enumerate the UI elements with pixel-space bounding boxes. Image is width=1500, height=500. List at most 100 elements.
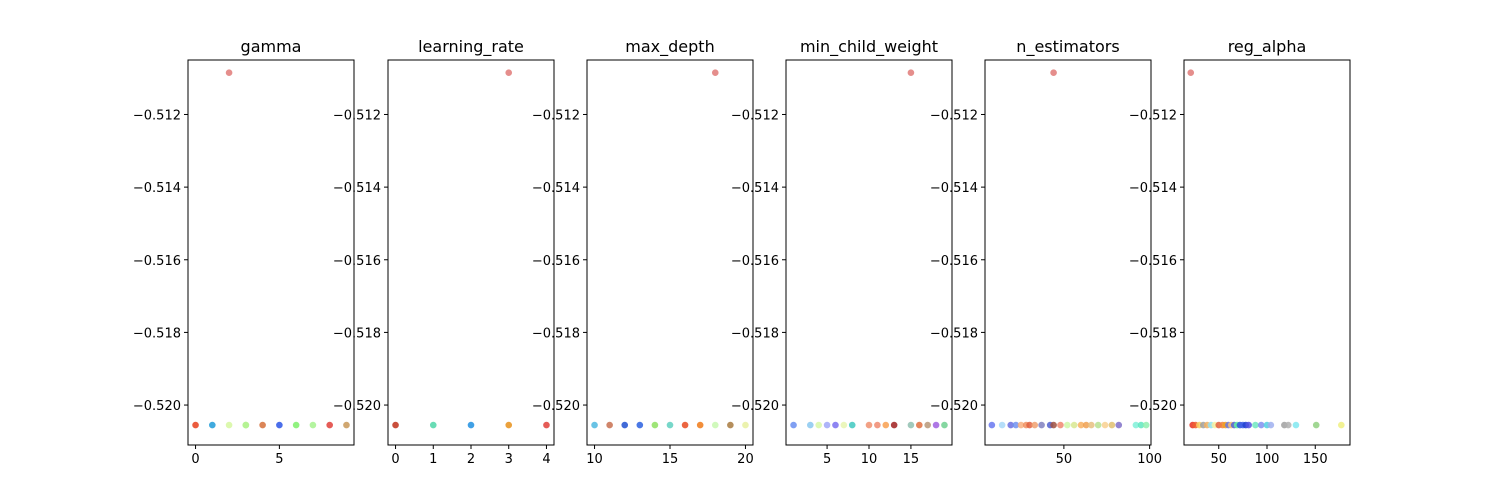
data-point	[874, 421, 881, 429]
panel-n_estimators: n_estimators −0.512 −0.514 −0.516 −0.518 −0.5…	[930, 37, 1162, 467]
data-point	[1088, 421, 1095, 429]
data-point	[932, 421, 940, 429]
panel-reg_alpha: reg_alpha −0.512 −0.514 −0.516 −0.518 −0.520 5…	[1129, 37, 1351, 467]
y-tick-label: −0.520	[532, 399, 580, 414]
x-tick-label: 100	[1137, 452, 1162, 467]
data-point	[988, 421, 996, 429]
data-point	[1292, 421, 1300, 429]
x-tick-label: 150	[1303, 452, 1328, 467]
y-tick-label: −0.512	[133, 108, 181, 123]
data-point	[292, 421, 300, 429]
data-point	[711, 421, 719, 429]
x-tick-label: 100	[1255, 452, 1280, 467]
y-tick-label: −0.518	[133, 326, 181, 341]
data-point	[907, 421, 915, 429]
y-tick-label: −0.520	[333, 399, 381, 414]
y-tick-label: −0.516	[532, 254, 580, 269]
data-point	[916, 421, 923, 429]
y-tick-label: −0.516	[1129, 254, 1177, 269]
y-tick-label: −0.520	[1129, 399, 1177, 414]
y-tick-label: −0.514	[532, 181, 580, 196]
y-tick-label: −0.514	[333, 181, 381, 196]
panel-max_depth: max_depth −0.512 −0.514 −0.516 −0.518 −0.520 1…	[532, 37, 754, 467]
panel-title: reg_alpha	[1228, 37, 1307, 57]
y-tick-label: −0.518	[333, 326, 381, 341]
data-point	[1038, 421, 1045, 429]
panel-title: learning_rate	[418, 37, 524, 57]
data-point	[1245, 421, 1252, 429]
x-tick-label: 2	[467, 452, 475, 467]
data-point	[225, 69, 233, 77]
y-tick-label: −0.520	[930, 399, 978, 414]
data-point	[192, 421, 199, 429]
data-point	[505, 69, 513, 77]
y-tick-label: −0.512	[731, 108, 779, 123]
data-point	[882, 421, 890, 429]
data-point	[543, 421, 550, 429]
data-point	[815, 421, 822, 429]
data-point	[1082, 421, 1090, 429]
y-tick-label: −0.514	[930, 181, 978, 196]
data-point	[225, 421, 233, 429]
data-point	[1257, 421, 1265, 429]
data-point	[1094, 421, 1102, 429]
data-point	[429, 421, 437, 429]
data-point	[1108, 421, 1116, 429]
y-tick-label: −0.518	[731, 326, 779, 341]
x-tick-label: 20	[737, 452, 754, 467]
data-point	[832, 421, 839, 429]
data-point	[696, 421, 704, 429]
data-point	[941, 421, 948, 429]
data-point	[1031, 421, 1039, 429]
data-point	[467, 421, 475, 429]
data-point	[606, 421, 613, 429]
y-tick-label: −0.516	[731, 254, 779, 269]
data-point	[1017, 421, 1025, 429]
data-point	[1057, 421, 1064, 429]
y-tick-label: −0.518	[532, 326, 580, 341]
data-point	[890, 421, 898, 429]
x-tick-label: 15	[662, 452, 679, 467]
data-point	[276, 421, 283, 429]
data-point	[1101, 421, 1109, 429]
y-tick-label: −0.512	[333, 108, 381, 123]
y-tick-label: −0.514	[1129, 181, 1177, 196]
data-point	[823, 421, 831, 429]
data-point	[505, 421, 513, 429]
x-tick-label: 50	[1210, 452, 1227, 467]
axes-frame	[187, 59, 355, 446]
panel-learning_rate: learning_rate −0.512 −0.514 −0.516 −0.518 −0.…	[333, 37, 555, 467]
y-tick-label: −0.520	[731, 399, 779, 414]
data-point	[1050, 69, 1057, 77]
data-point	[790, 421, 797, 429]
y-tick-label: −0.514	[731, 181, 779, 196]
data-point	[907, 69, 915, 77]
x-tick-label: 5	[823, 452, 831, 467]
data-point	[807, 421, 814, 429]
data-point	[1142, 421, 1150, 429]
data-point	[924, 421, 931, 429]
data-point	[666, 421, 674, 429]
x-tick-label: 4	[542, 452, 550, 467]
data-point	[998, 421, 1006, 429]
x-tick-label: 5	[275, 452, 283, 467]
data-point	[1115, 421, 1123, 429]
data-point	[711, 69, 719, 77]
y-tick-label: −0.514	[133, 181, 181, 196]
data-point	[392, 421, 399, 429]
data-point	[1187, 69, 1195, 77]
panel-min_child_weight: min_child_weight −0.512 −0.514 −0.516 −0.518…	[731, 37, 953, 467]
data-point	[309, 421, 317, 429]
data-point	[1064, 421, 1071, 429]
data-point	[209, 421, 216, 429]
data-point	[1007, 421, 1015, 429]
x-tick-label: 10	[586, 452, 603, 467]
data-point	[636, 421, 644, 429]
panel-title: min_child_weight	[800, 37, 938, 57]
panel-title: gamma	[241, 37, 302, 56]
data-point	[848, 421, 856, 429]
y-tick-label: −0.516	[133, 254, 181, 269]
data-point	[840, 421, 848, 429]
